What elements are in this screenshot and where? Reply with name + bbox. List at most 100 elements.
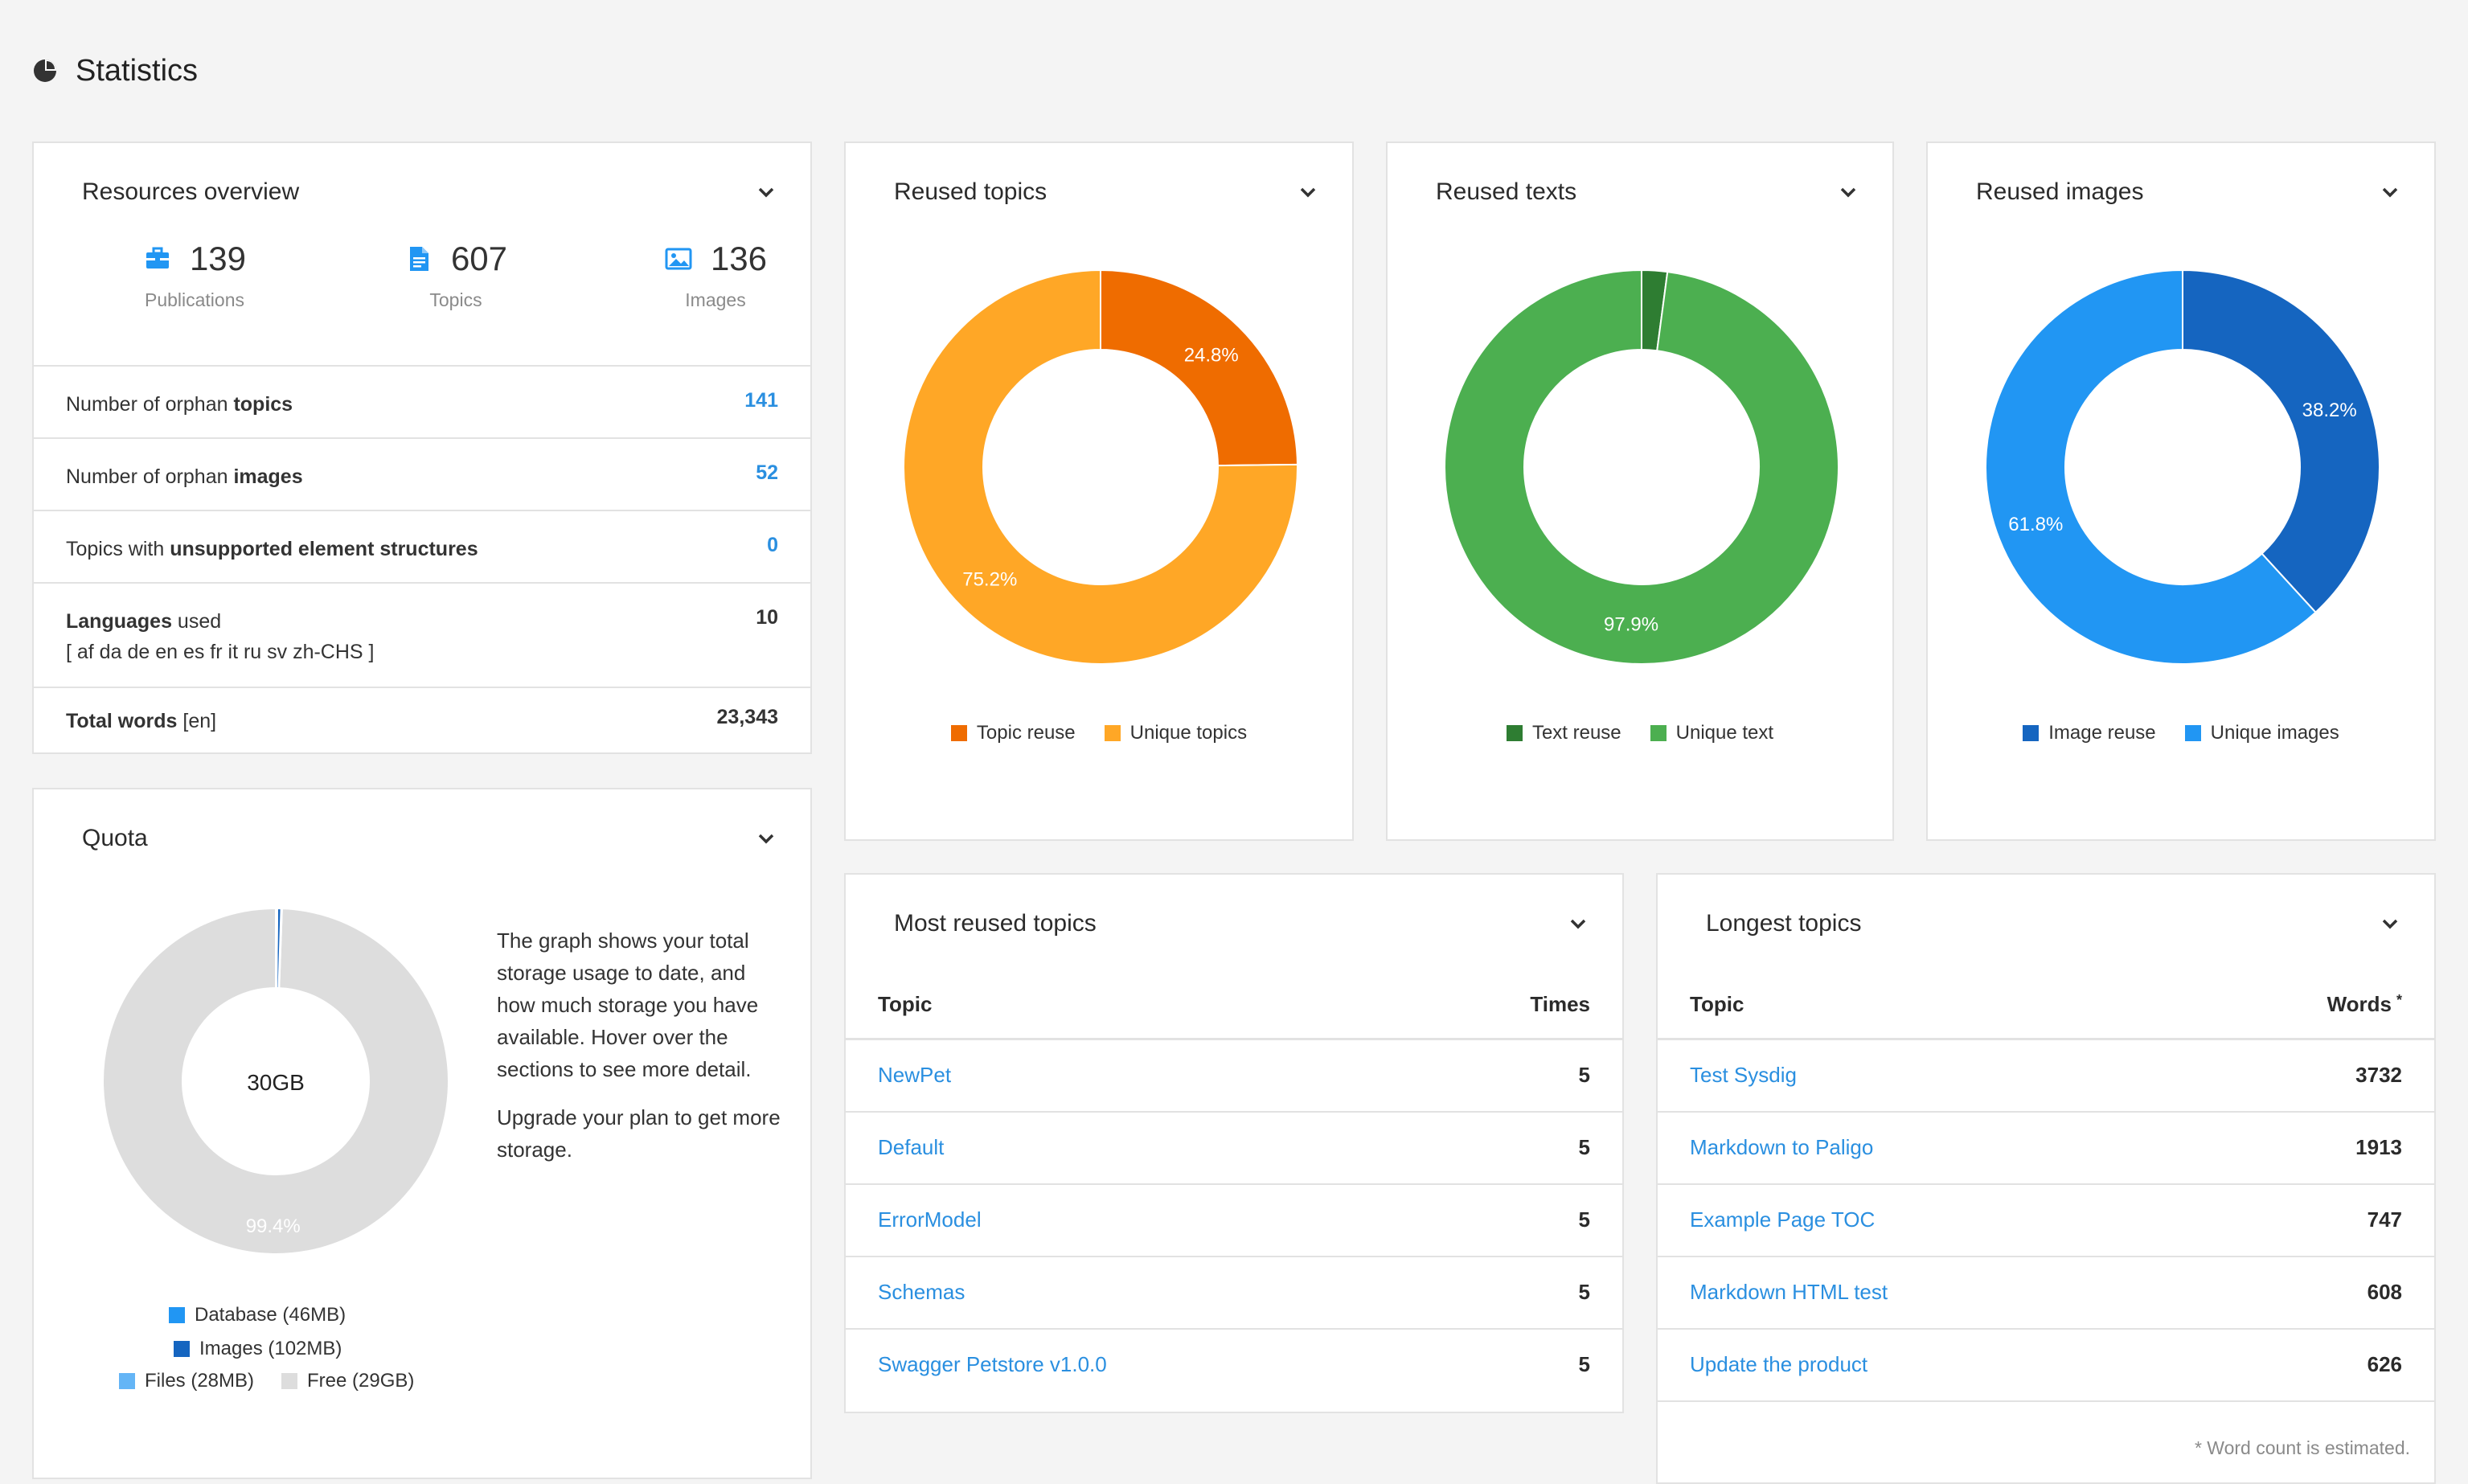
quota-upgrade-text: Upgrade your plan to get more storage. <box>497 1105 781 1162</box>
quota-description: The graph shows your total storage usage… <box>497 924 786 1182</box>
page-header: Statistics <box>32 47 198 95</box>
stat-label: Publications <box>144 289 245 310</box>
languages-row: Languages used [ af da de en es fr it ru … <box>34 582 810 687</box>
row-text: used <box>171 610 222 633</box>
legend-topic-reuse[interactable]: Topic reuse <box>950 722 1076 744</box>
legend-image-reuse[interactable]: Image reuse <box>2023 722 2156 744</box>
table-row: Swagger Petstore v1.0.0 5 <box>846 1330 1622 1402</box>
words-value: 3732 <box>2355 1063 2402 1087</box>
legend-label: Image reuse <box>2048 722 2156 744</box>
orphan-images-row: Number of orphan images 52 <box>34 437 810 510</box>
donut-slice-image-reuse[interactable] <box>2182 270 2380 614</box>
row-bold: images <box>233 465 303 488</box>
quota-card: Quota 30GB 99.4% The graph shows your to… <box>32 788 812 1479</box>
legend-swatch <box>1506 725 1523 741</box>
words-value: 608 <box>2367 1280 2402 1304</box>
table-row: Markdown HTML test 608 <box>1658 1257 2434 1330</box>
legend-label: Unique text <box>1675 722 1774 744</box>
stat-label: Images <box>685 289 746 310</box>
row-text: Topics with <box>66 538 170 560</box>
stat-value: 607 <box>450 240 508 277</box>
topic-link[interactable]: Test Sysdig <box>1690 1063 1797 1087</box>
legend-images[interactable]: Images (102MB) <box>174 1338 342 1360</box>
slice-percent-label: 24.8% <box>1184 345 1239 367</box>
chevron-down-icon[interactable] <box>1296 180 1320 204</box>
chevron-down-icon[interactable] <box>1566 912 1590 936</box>
card-title: Most reused topics <box>894 910 1097 937</box>
total-words-row: Total words [en] 23,343 <box>34 687 810 754</box>
stat-publications[interactable]: 139 Publications <box>66 240 323 311</box>
chevron-down-icon[interactable] <box>2378 912 2402 936</box>
donut-slice-unique-text[interactable] <box>1445 270 1839 664</box>
unsupported-structures-count[interactable]: 0 <box>767 534 778 556</box>
topic-link[interactable]: Swagger Petstore v1.0.0 <box>878 1352 1107 1376</box>
donut-slice-free-29gb[interactable] <box>103 908 449 1254</box>
reused-topics-donut-chart[interactable]: 24.8% 75.2% <box>904 270 1298 664</box>
legend-label: Images (102MB) <box>199 1338 342 1359</box>
legend-swatch <box>174 1341 190 1357</box>
stat-topics[interactable]: 607 Topics <box>327 240 584 311</box>
column-header-topic[interactable]: Topic <box>1690 992 1744 1016</box>
row-text: [en] <box>177 710 217 732</box>
topic-link[interactable]: Markdown HTML test <box>1690 1280 1888 1304</box>
topic-link[interactable]: Schemas <box>878 1280 965 1304</box>
languages-list: [ af da de en es fr it ru sv zh-CHS ] <box>66 641 375 663</box>
table-row: Example Page TOC 747 <box>1658 1185 2434 1257</box>
topic-link[interactable]: Example Page TOC <box>1690 1207 1876 1232</box>
topic-link[interactable]: Update the product <box>1690 1352 1868 1376</box>
table-row: Update the product 626 <box>1658 1330 2434 1402</box>
legend-label: Files (28MB) <box>145 1370 255 1392</box>
donut-slice-unique-topics[interactable] <box>904 270 1298 664</box>
legend-database[interactable]: Database (46MB) <box>169 1304 346 1326</box>
legend-label: Free (29GB) <box>307 1370 415 1392</box>
chart-legend: Topic reuse Unique topics <box>846 722 1352 744</box>
topic-link[interactable]: NewPet <box>878 1063 952 1087</box>
row-bold: unsupported element structures <box>170 538 478 560</box>
reused-texts-card: Reused texts 97.9% Text reuse Unique tex… <box>1386 141 1894 841</box>
topic-link[interactable]: ErrorModel <box>878 1207 982 1232</box>
row-bold: Languages <box>66 610 172 633</box>
row-text: Number of orphan <box>66 465 234 488</box>
orphan-topics-count[interactable]: 141 <box>744 389 778 412</box>
words-value: 626 <box>2367 1352 2402 1376</box>
legend-files[interactable]: Files (28MB) <box>119 1370 254 1392</box>
legend-unique-images[interactable]: Unique images <box>2184 722 2339 744</box>
topic-link[interactable]: Default <box>878 1135 945 1159</box>
chevron-down-icon[interactable] <box>2378 180 2402 204</box>
stat-images[interactable]: 136 Images <box>587 240 844 311</box>
donut-slice-database-46mb[interactable] <box>275 908 279 990</box>
card-title: Reused texts <box>1436 178 1577 205</box>
legend-swatch <box>2184 725 2201 741</box>
reused-topics-card: Reused topics 24.8% 75.2% Topic reuse Uni… <box>844 141 1354 841</box>
table-header: Topic Times <box>846 979 1622 1040</box>
card-title: Reused images <box>1976 178 2144 205</box>
document-icon <box>409 247 428 271</box>
donut-slice-unique-images[interactable] <box>1986 270 2317 664</box>
legend-swatch <box>1104 725 1121 741</box>
row-text: Number of orphan <box>66 393 234 416</box>
resources-overview-card: Resources overview 139 Publications 607 … <box>32 141 812 754</box>
donut-slice-topic-reuse[interactable] <box>1100 270 1298 467</box>
legend-swatch <box>169 1307 185 1323</box>
orphan-images-count[interactable]: 52 <box>756 461 778 484</box>
column-header-words[interactable]: Words * <box>2327 992 2402 1017</box>
table-row: NewPet 5 <box>846 1040 1622 1113</box>
chevron-down-icon[interactable] <box>754 180 778 204</box>
chart-legend: Text reuse Unique text <box>1388 722 1892 744</box>
legend-free[interactable]: Free (29GB) <box>281 1370 414 1392</box>
times-value: 5 <box>1578 1280 1590 1304</box>
legend-unique-topics[interactable]: Unique topics <box>1104 722 1247 744</box>
reused-images-donut-chart[interactable]: 38.2% 61.8% <box>1986 270 2380 664</box>
legend-text-reuse[interactable]: Text reuse <box>1506 722 1621 744</box>
topic-link[interactable]: Markdown to Paligo <box>1690 1135 1874 1159</box>
chevron-down-icon[interactable] <box>754 826 778 851</box>
total-words-count: 23,343 <box>716 706 778 728</box>
column-header-topic[interactable]: Topic <box>878 992 933 1016</box>
column-header-times[interactable]: Times <box>1530 992 1590 1016</box>
orphan-topics-row: Number of orphan topics 141 <box>34 365 810 437</box>
legend-swatch <box>281 1373 297 1389</box>
quota-donut-chart[interactable]: 30GB 99.4% <box>103 908 449 1254</box>
reused-texts-donut-chart[interactable]: 97.9% <box>1445 270 1839 664</box>
legend-unique-text[interactable]: Unique text <box>1650 722 1773 744</box>
chevron-down-icon[interactable] <box>1836 180 1860 204</box>
